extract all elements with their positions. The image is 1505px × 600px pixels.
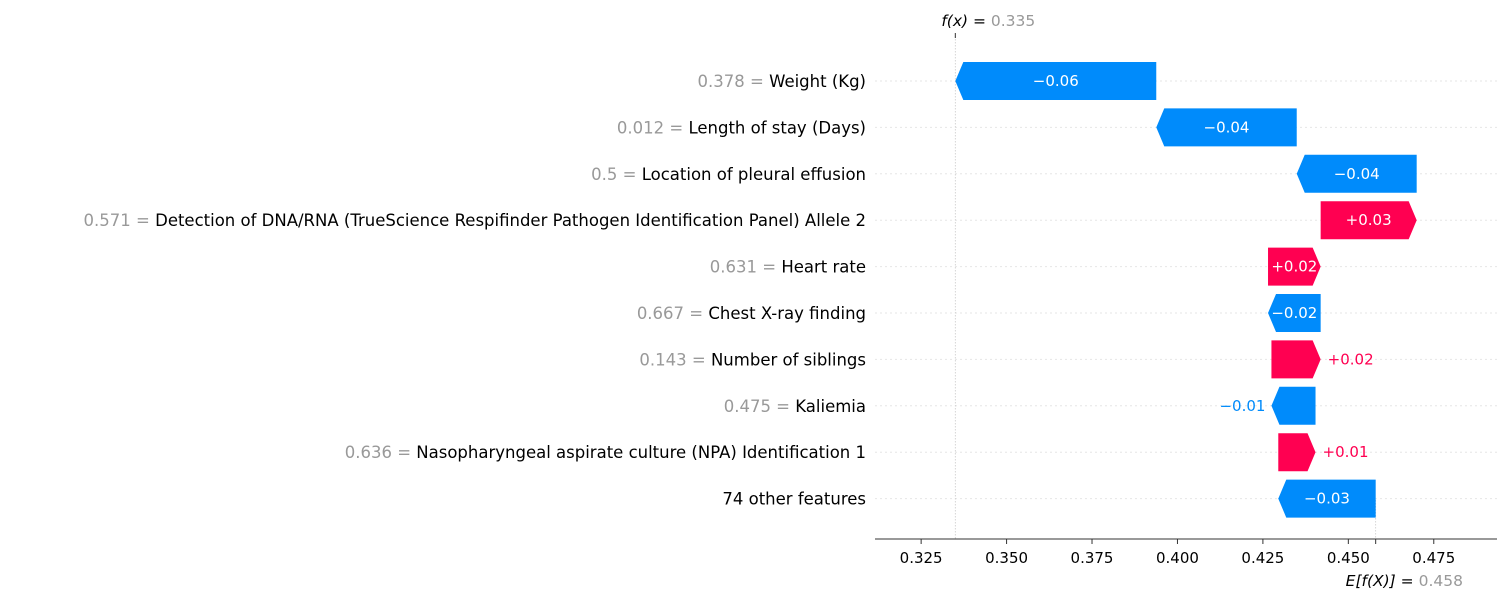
feature-value: 0.667 = bbox=[637, 304, 709, 323]
feature-label: 0.571 = Detection of DNA/RNA (TrueScienc… bbox=[84, 211, 866, 230]
top-fx-annotation: f(x) = 0.335 bbox=[941, 12, 1035, 38]
feature-value: 0.012 = bbox=[617, 118, 689, 137]
bar-value-label: −0.04 bbox=[1334, 165, 1380, 183]
x-ticks: 0.325 0.350 0.375 0.400 0.425 0.450 0.475 bbox=[900, 539, 1455, 567]
feature-name: Detection of DNA/RNA (TrueScience Respif… bbox=[155, 211, 866, 230]
x-tick-label: 0.400 bbox=[1156, 549, 1199, 567]
bar-value-label: +0.01 bbox=[1323, 443, 1369, 461]
x-tick-label: 0.475 bbox=[1412, 549, 1455, 567]
feature-label: 0.667 = Chest X-ray finding bbox=[637, 304, 866, 323]
bar-value-label: −0.02 bbox=[1271, 304, 1317, 322]
negative-contribution-bar bbox=[1278, 479, 1376, 518]
feature-label: 0.636 = Nasopharyngeal aspirate culture … bbox=[345, 443, 866, 462]
expected-value-label: E[f(X)] = 0.458 bbox=[1346, 572, 1463, 590]
negative-contribution-bar bbox=[1271, 386, 1316, 425]
negative-contribution-bar bbox=[1296, 154, 1417, 193]
feature-label: 0.012 = Length of stay (Days) bbox=[617, 118, 866, 137]
expected-label-text: E[f(X)] = bbox=[1346, 572, 1419, 590]
feature-value: 0.636 = bbox=[345, 443, 417, 462]
feature-name: Kaliemia bbox=[795, 396, 866, 415]
feature-name: Weight (Kg) bbox=[769, 72, 866, 91]
x-tick-label: 0.450 bbox=[1327, 549, 1370, 567]
bars: −0.06 −0.04 −0.04 +0.03 +0.02 −0.02 +0.02 −0.01… bbox=[955, 62, 1417, 518]
negative-contribution-bar bbox=[955, 62, 1157, 100]
fx-label-text: f(x) = bbox=[941, 12, 991, 30]
positive-contribution-bar bbox=[1271, 340, 1321, 379]
feature-label: 0.631 = Heart rate bbox=[710, 257, 866, 276]
feature-label: 0.378 = Weight (Kg) bbox=[698, 72, 866, 91]
fx-label: f(x) = 0.335 bbox=[941, 12, 1035, 30]
feature-name: 74 other features bbox=[722, 489, 866, 508]
feature-name: Nasopharyngeal aspirate culture (NPA) Id… bbox=[416, 443, 866, 462]
feature-value: 0.571 = bbox=[84, 211, 156, 230]
fx-value: 0.335 bbox=[991, 12, 1035, 30]
feature-name: Heart rate bbox=[781, 257, 866, 276]
x-axis: 0.325 0.350 0.375 0.400 0.425 0.450 0.475 E[f(… bbox=[875, 538, 1497, 590]
feature-name: Number of siblings bbox=[711, 350, 866, 369]
feature-name: Length of stay (Days) bbox=[688, 118, 866, 137]
feature-value: 0.378 = bbox=[698, 72, 770, 91]
bar-value-label: −0.06 bbox=[1033, 72, 1079, 90]
expected-value: 0.458 bbox=[1419, 572, 1463, 590]
x-tick-label: 0.375 bbox=[1071, 549, 1114, 567]
feature-name: Chest X-ray finding bbox=[708, 304, 866, 323]
negative-contribution-bar bbox=[1156, 108, 1297, 147]
feature-value: 0.143 = bbox=[639, 350, 711, 369]
feature-value: 0.475 = bbox=[724, 396, 796, 415]
bar-value-label: −0.04 bbox=[1204, 118, 1250, 136]
bar-value-label: +0.03 bbox=[1346, 211, 1392, 229]
feature-name: Location of pleural effusion bbox=[642, 164, 866, 183]
bar-value-label: +0.02 bbox=[1271, 258, 1317, 276]
feature-label: 0.143 = Number of siblings bbox=[639, 350, 866, 369]
positive-contribution-bar bbox=[1278, 433, 1316, 472]
x-tick-label: 0.350 bbox=[985, 549, 1028, 567]
feature-label: 0.475 = Kaliemia bbox=[724, 396, 866, 415]
feature-value: 0.5 = bbox=[591, 164, 642, 183]
feature-label: 0.5 = Location of pleural effusion bbox=[591, 164, 866, 183]
x-tick-label: 0.425 bbox=[1241, 549, 1284, 567]
x-tick-label: 0.325 bbox=[900, 549, 943, 567]
bar-value-label: −0.03 bbox=[1304, 490, 1350, 508]
feature-label: 74 other features bbox=[722, 489, 866, 508]
bar-value-label: −0.01 bbox=[1219, 397, 1265, 415]
feature-value: 0.631 = bbox=[710, 257, 782, 276]
bar-value-label: +0.02 bbox=[1328, 350, 1374, 368]
feature-labels: 0.378 = Weight (Kg) 0.012 = Length of sta… bbox=[84, 72, 866, 509]
negative-contribution-bar bbox=[1268, 294, 1321, 332]
positive-contribution-bar bbox=[1268, 247, 1321, 286]
positive-contribution-bar bbox=[1320, 201, 1417, 240]
